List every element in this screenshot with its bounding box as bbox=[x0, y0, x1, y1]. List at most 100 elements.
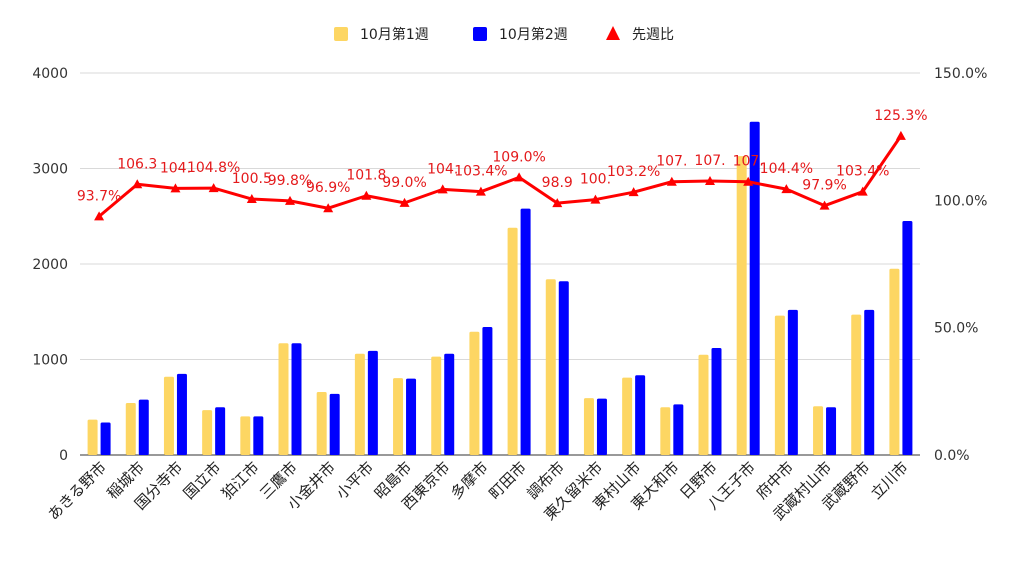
ratio-point bbox=[857, 186, 868, 196]
bar-week2 bbox=[482, 327, 493, 455]
ratio-point bbox=[399, 197, 410, 207]
bar-week2 bbox=[558, 281, 569, 455]
bar-week2 bbox=[100, 422, 111, 455]
legend: 10月第1週 10月第2週 先週比 bbox=[334, 26, 674, 43]
ratio-data-label: 104. bbox=[160, 160, 191, 176]
bar-week2 bbox=[291, 343, 302, 455]
ratio-point bbox=[94, 211, 105, 221]
bar-week1 bbox=[660, 407, 671, 455]
bar-week1 bbox=[736, 156, 747, 455]
ratio-point bbox=[170, 183, 181, 193]
bar-week1 bbox=[813, 406, 824, 455]
left-axis: 0 1000 2000 3000 4000 bbox=[32, 66, 68, 464]
left-tick-label: 0 bbox=[59, 448, 68, 464]
ratio-data-label: 106.3 bbox=[117, 156, 157, 172]
ratio-point bbox=[743, 176, 754, 186]
ratio-line: 93.7%106.3 104.104.8%100.599.8%96.9%101.8… bbox=[77, 108, 928, 221]
ratio-point bbox=[514, 172, 525, 182]
category-label: 小平市 bbox=[333, 458, 378, 503]
ratio-data-label: 100.5 bbox=[232, 171, 272, 187]
ratio-point bbox=[285, 195, 295, 205]
legend-marker bbox=[334, 27, 348, 41]
ratio-point bbox=[705, 175, 715, 185]
bars bbox=[87, 121, 913, 455]
ratio-data-label: 104.4% bbox=[760, 161, 813, 177]
bar-week1 bbox=[469, 331, 480, 455]
ratio-point bbox=[475, 186, 486, 196]
ratio-data-label: 103.4% bbox=[836, 164, 889, 180]
bar-week1 bbox=[393, 378, 404, 455]
ratio-data-label: 107. bbox=[694, 153, 725, 169]
left-tick-label: 4000 bbox=[32, 66, 68, 82]
bar-week1 bbox=[851, 314, 862, 455]
bar-week2 bbox=[176, 373, 187, 455]
ratio-data-label: 104.8% bbox=[187, 160, 240, 176]
bar-week2 bbox=[902, 221, 913, 455]
ratio-data-label: 103.2% bbox=[607, 164, 660, 180]
ratio-data-label: 93.7% bbox=[77, 188, 121, 204]
ratio-point bbox=[666, 176, 677, 186]
bar-week2 bbox=[329, 393, 340, 455]
bar-week1 bbox=[583, 398, 594, 455]
ratio-point bbox=[246, 194, 257, 204]
right-tick-label: 0.0% bbox=[934, 448, 970, 464]
ratio-data-label: 103.4% bbox=[454, 164, 507, 180]
ratio-point bbox=[781, 184, 792, 194]
left-tick-label: 1000 bbox=[32, 353, 68, 369]
ratio-point bbox=[628, 187, 639, 197]
bar-week1 bbox=[889, 268, 900, 455]
ratio-point bbox=[208, 183, 219, 193]
bar-week1 bbox=[278, 343, 289, 455]
legend-label: 10月第1週 bbox=[360, 26, 429, 43]
ratio-data-label: 107. bbox=[733, 154, 764, 170]
ratio-data-label: 100. bbox=[580, 172, 611, 188]
bar-week2 bbox=[520, 208, 531, 455]
bar-week2 bbox=[406, 378, 417, 455]
bar-week2 bbox=[864, 309, 875, 455]
bar-week2 bbox=[253, 416, 264, 455]
category-label: 多摩市 bbox=[447, 458, 492, 503]
bar-week2 bbox=[749, 121, 760, 455]
bar-week2 bbox=[367, 350, 378, 455]
bar-week1 bbox=[163, 376, 174, 455]
bar-week1 bbox=[545, 279, 556, 455]
bar-week2 bbox=[711, 348, 722, 455]
bar-week2 bbox=[673, 404, 684, 455]
ratio-point bbox=[323, 203, 334, 213]
ratio-point bbox=[361, 190, 372, 200]
ratio-data-label: 97.9% bbox=[802, 178, 846, 194]
bar-week2 bbox=[596, 398, 607, 455]
category-labels: あきる野市稲城市国分寺市国立市狛江市三鷹市小金井市小平市昭島市西東京市多摩市町田… bbox=[44, 458, 911, 524]
ratio-data-label: 125.3% bbox=[874, 108, 927, 124]
bar-week1 bbox=[125, 402, 136, 455]
category-label: 国立市 bbox=[180, 458, 225, 503]
ratio-point bbox=[437, 184, 448, 194]
right-tick-label: 150.0% bbox=[934, 66, 987, 82]
category-label: あきる野市 bbox=[44, 458, 110, 524]
ratio-data-label: 104. bbox=[427, 161, 458, 177]
bar-week2 bbox=[635, 375, 646, 455]
bar-week1 bbox=[507, 227, 518, 455]
bar-week1 bbox=[431, 356, 442, 455]
ratio-data-label: 98.9 bbox=[542, 175, 573, 191]
bar-week1 bbox=[316, 391, 327, 455]
legend-marker bbox=[606, 26, 620, 40]
ratio-point bbox=[590, 194, 601, 204]
bar-week1 bbox=[202, 410, 213, 455]
ratio-data-label: 99.0% bbox=[382, 175, 426, 191]
bar-week2 bbox=[787, 309, 798, 455]
right-tick-label: 100.0% bbox=[934, 193, 987, 209]
category-label: 町田市 bbox=[485, 458, 530, 503]
ratio-data-label: 101.8 bbox=[346, 168, 386, 184]
ratio-point bbox=[552, 198, 563, 208]
ratio-data-label: 99.8% bbox=[268, 173, 312, 189]
bar-week1 bbox=[354, 353, 365, 455]
legend-marker bbox=[473, 27, 487, 41]
ratio-data-label: 107. bbox=[656, 154, 687, 170]
bar-week1 bbox=[240, 416, 251, 455]
left-tick-label: 2000 bbox=[32, 257, 68, 273]
legend-label: 10月第2週 bbox=[499, 26, 568, 43]
ratio-point bbox=[132, 179, 143, 189]
